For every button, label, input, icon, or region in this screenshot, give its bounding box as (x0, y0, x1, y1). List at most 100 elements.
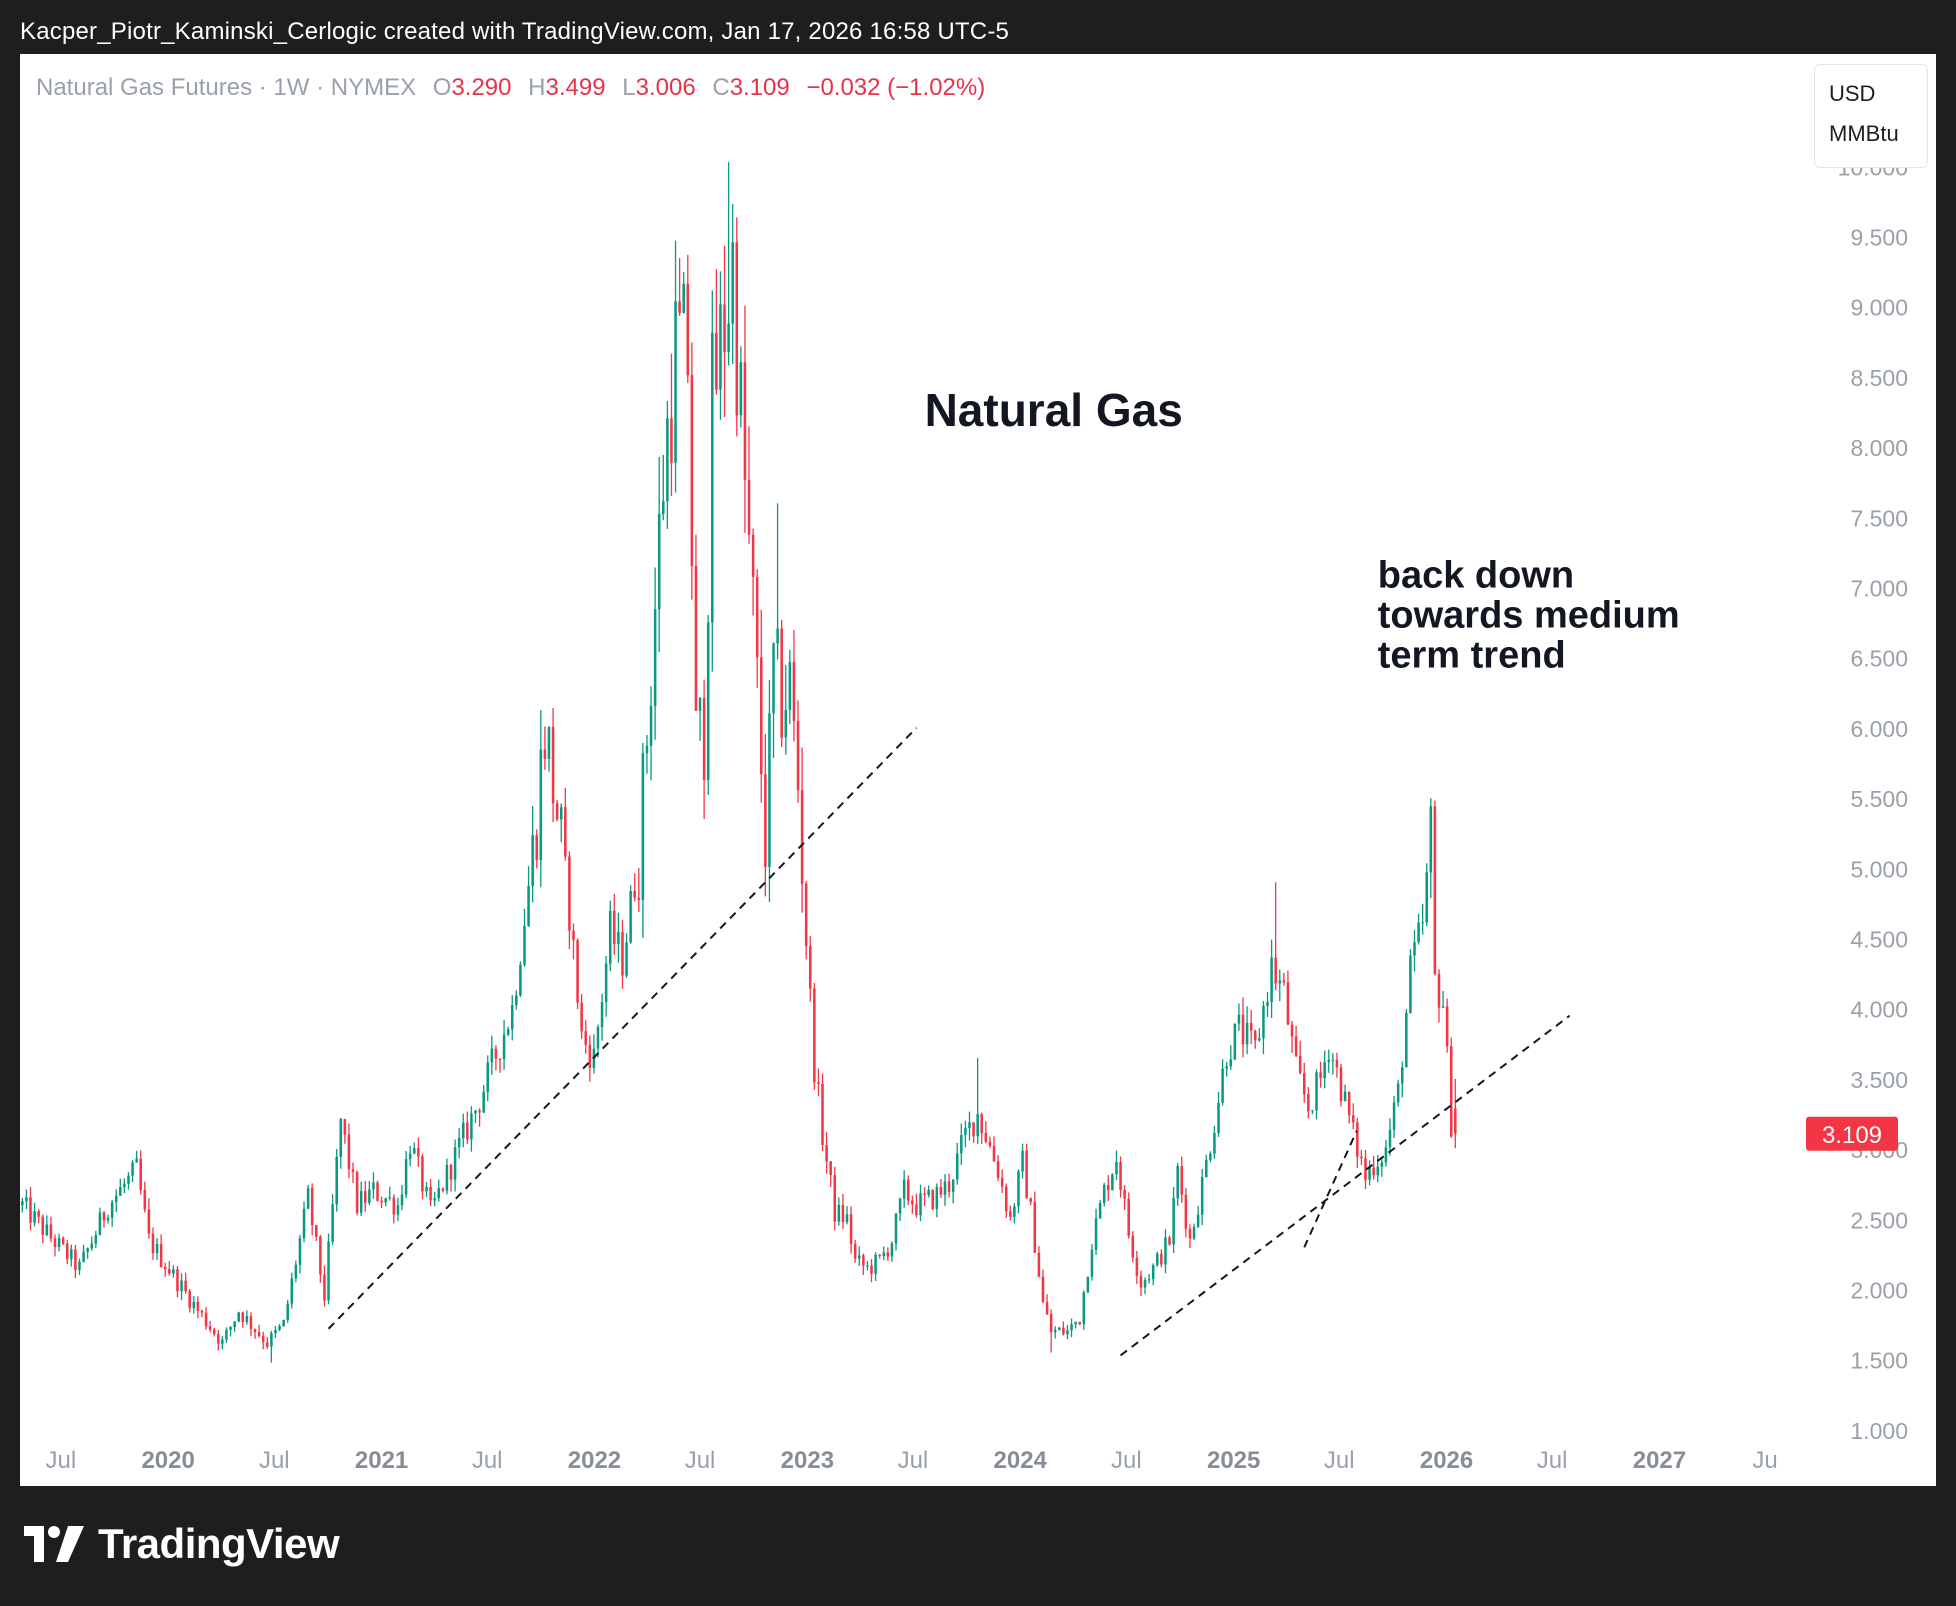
candle-body (755, 576, 759, 658)
currency-unit-selector[interactable]: USD MMBtu (1814, 64, 1928, 168)
candle (1298, 1040, 1302, 1075)
candle (1131, 1231, 1135, 1263)
candle (331, 1194, 334, 1245)
candle (1184, 1187, 1188, 1238)
candle-body (1368, 1167, 1371, 1180)
candle (274, 1325, 277, 1339)
candle-body (274, 1329, 277, 1334)
last-price-badge (1806, 1116, 1898, 1151)
candle-body (139, 1158, 142, 1190)
candle-body (168, 1269, 171, 1274)
candle-body (180, 1280, 183, 1292)
candle (1160, 1249, 1163, 1268)
candle-body (37, 1211, 40, 1217)
candle (1343, 1084, 1347, 1102)
candle-body (408, 1153, 412, 1160)
unit-label[interactable]: MMBtu (1829, 121, 1899, 146)
candle-body (221, 1339, 224, 1344)
candle-body (498, 1058, 502, 1060)
candle (502, 1020, 506, 1070)
candle-body (86, 1248, 89, 1252)
candle (351, 1162, 355, 1184)
candle (564, 787, 567, 861)
candle (735, 217, 739, 437)
candle-body (955, 1153, 959, 1180)
candle-body (237, 1312, 240, 1322)
candle (1302, 1062, 1306, 1103)
candle (760, 609, 763, 803)
candle (364, 1180, 367, 1212)
candle-body (613, 910, 616, 944)
candle (57, 1233, 61, 1252)
candle (1000, 1169, 1004, 1194)
candle-body (951, 1179, 955, 1192)
candle (1078, 1321, 1081, 1326)
candle (1164, 1229, 1167, 1274)
candle (617, 912, 620, 963)
symbol-description[interactable]: Natural Gas Futures · 1W · NYMEX (36, 74, 417, 101)
candle (1262, 1000, 1265, 1055)
candle (315, 1224, 318, 1241)
candle (690, 342, 694, 600)
candle (1331, 1053, 1335, 1075)
price-tick-label: 2.000 (1850, 1277, 1908, 1303)
candle (110, 1199, 114, 1227)
candle-body (935, 1187, 939, 1210)
candle-body (70, 1249, 73, 1260)
candle (306, 1184, 310, 1210)
candle-body (176, 1269, 179, 1292)
candle-body (1441, 1006, 1445, 1008)
candle (849, 1206, 853, 1254)
candle-body (147, 1209, 151, 1234)
candle-body (510, 1005, 514, 1030)
currency-label[interactable]: USD (1829, 81, 1876, 106)
candle-body (1286, 982, 1290, 1025)
candle-body (649, 706, 653, 746)
candle-body (1290, 1024, 1294, 1037)
candle-body (61, 1238, 65, 1244)
candle-body (796, 720, 800, 791)
candle (984, 1121, 988, 1144)
candle-body (1278, 980, 1282, 984)
candle-body (1225, 1066, 1228, 1069)
candle-body (266, 1342, 269, 1347)
time-tick-label: Jul (685, 1447, 716, 1474)
candle-body (1066, 1330, 1069, 1335)
candle (637, 868, 641, 912)
candle (123, 1178, 126, 1194)
candle (1290, 1020, 1294, 1053)
candle (555, 799, 559, 822)
candle (98, 1207, 102, 1236)
candle (809, 936, 812, 1002)
candle (653, 567, 657, 740)
candle (1135, 1251, 1139, 1285)
candle (1033, 1191, 1037, 1253)
candle-body (531, 835, 534, 886)
candle-body (1188, 1228, 1192, 1239)
candle-body (1029, 1198, 1032, 1202)
candle-body (886, 1252, 890, 1257)
candle-body (653, 609, 657, 707)
chart-panel[interactable]: Natural Gas back down towards medium term t… (20, 54, 1936, 1486)
candle-body (760, 657, 763, 775)
candle (1249, 1009, 1253, 1044)
candle (184, 1272, 187, 1294)
candle-body (82, 1251, 85, 1262)
candle-body (1454, 1108, 1457, 1134)
candle (576, 938, 579, 1010)
candle-body (1090, 1249, 1094, 1277)
candle (1307, 1087, 1310, 1119)
candle (233, 1321, 236, 1332)
candle-body (466, 1122, 469, 1140)
candle-body (813, 988, 816, 1083)
candle-body (486, 1062, 490, 1092)
candle (772, 642, 775, 758)
candle-body (841, 1205, 845, 1223)
candle (1237, 1003, 1241, 1031)
candle-body (894, 1213, 898, 1244)
low-label: L (622, 74, 636, 101)
candle-body (1049, 1314, 1053, 1333)
candle (188, 1288, 191, 1313)
